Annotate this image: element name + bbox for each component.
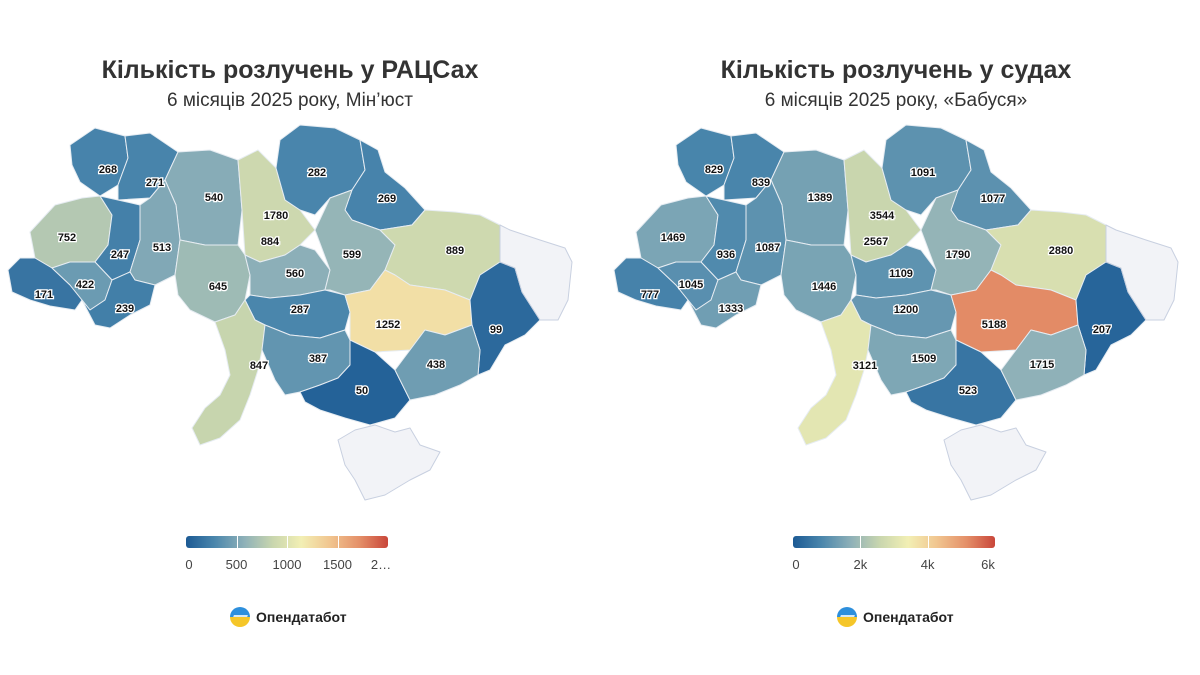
legend-ticks: 0 2k 4k 6k <box>792 557 995 573</box>
ukraine-map: 268 271 540 1780 884 282 269 752 247 513 645 171 422… <box>0 120 600 520</box>
region-odesa[interactable] <box>191 299 266 446</box>
region-value-label: 884 <box>261 236 280 248</box>
region-value-label: 282 <box>308 167 326 179</box>
chart-panel-registry: Кількість розлучень у РАЦСах 6 місяців 2… <box>0 0 600 675</box>
region-value-label: 50 <box>356 385 368 397</box>
region-vinnytsia[interactable] <box>780 239 857 323</box>
region-value-label: 171 <box>35 289 53 301</box>
region-value-label: 1109 <box>889 268 913 280</box>
region-value-label: 287 <box>291 304 309 316</box>
region-value-label: 1389 <box>808 192 832 204</box>
chart-subtitle: 6 місяців 2025 року, Мін’юст <box>167 90 413 111</box>
legend-tick-label: 6k <box>981 557 995 572</box>
map-svg: 268 271 540 1780 884 282 269 752 247 513 645 171 422… <box>7 124 573 501</box>
region-value-label: 438 <box>427 359 445 371</box>
legend-divider <box>860 536 862 548</box>
region-value-label: 387 <box>309 353 327 365</box>
region-value-label: 645 <box>209 281 227 293</box>
region-value-label: 523 <box>959 385 977 397</box>
region-chernivtsi[interactable] <box>687 271 762 329</box>
region-zaporizhzhia[interactable] <box>394 324 481 401</box>
region-value-label: 1780 <box>264 210 288 222</box>
chart-panel-courts: Кількість розлучень у судах 6 місяців 20… <box>606 0 1200 675</box>
region-value-label: 1077 <box>981 193 1005 205</box>
region-kyiv-oblast[interactable] <box>843 149 922 263</box>
region-value-label: 1509 <box>912 353 936 365</box>
legend-ticks: 0 500 1000 1500 2… <box>185 557 392 573</box>
region-value-label: 268 <box>99 164 117 176</box>
color-legend <box>186 536 388 548</box>
legend-tick-label: 1000 <box>272 557 302 572</box>
region-value-label: 3121 <box>853 360 877 372</box>
legend-tick-label: 2… <box>370 557 392 572</box>
region-value-label: 207 <box>1093 324 1111 336</box>
region-value-label: 239 <box>116 303 134 315</box>
region-value-label: 1790 <box>946 249 970 261</box>
region-crimea[interactable] <box>943 424 1047 501</box>
brand: Опендатабот <box>230 607 347 627</box>
region-chernivtsi[interactable] <box>81 271 156 329</box>
region-value-label: 1091 <box>911 167 935 179</box>
region-value-label: 599 <box>343 249 361 261</box>
region-value-label: 2567 <box>864 236 888 248</box>
region-value-label: 1045 <box>679 279 703 291</box>
region-luhansk[interactable] <box>499 224 573 321</box>
region-crimea[interactable] <box>337 424 441 501</box>
legend-tick-label: 0 <box>792 557 800 572</box>
legend-divider <box>927 536 929 548</box>
region-kyiv-oblast[interactable] <box>237 149 316 263</box>
region-value-label: 777 <box>641 289 659 301</box>
region-value-label: 271 <box>146 177 164 189</box>
map-svg: 829 839 1389 3544 2567 1091 1077 1469 936 1087 144… <box>613 124 1179 501</box>
region-value-label: 560 <box>286 268 304 280</box>
region-value-label: 752 <box>58 232 76 244</box>
region-zaporizhzhia[interactable] <box>1000 324 1087 401</box>
chart-title: Кількість розлучень у судах <box>720 56 1072 84</box>
chart-title: Кількість розлучень у РАЦСах <box>101 56 479 84</box>
legend-tick-label: 0 <box>185 557 193 572</box>
region-value-label: 247 <box>111 249 129 261</box>
region-value-label: 1252 <box>376 319 400 331</box>
region-value-label: 1333 <box>719 303 743 315</box>
color-legend <box>793 536 995 548</box>
region-value-label: 269 <box>378 193 396 205</box>
region-value-label: 889 <box>446 245 464 257</box>
region-value-label: 829 <box>705 164 723 176</box>
legend-divider <box>236 536 238 548</box>
brand: Опендатабот <box>837 607 954 627</box>
region-vinnytsia[interactable] <box>174 239 251 323</box>
region-odesa[interactable] <box>797 299 872 446</box>
region-value-label: 422 <box>76 279 94 291</box>
region-value-label: 1200 <box>894 304 918 316</box>
opendatabot-logo-icon <box>230 607 250 627</box>
region-value-label: 1446 <box>812 281 836 293</box>
brand-name: Опендатабот <box>256 609 347 625</box>
legend-tick-label: 2k <box>853 557 868 572</box>
region-luhansk[interactable] <box>1105 224 1179 321</box>
region-value-label: 513 <box>153 242 171 254</box>
chart-subtitle: 6 місяців 2025 року, «Бабуся» <box>764 90 1028 111</box>
region-value-label: 5188 <box>982 319 1006 331</box>
opendatabot-logo-icon <box>837 607 857 627</box>
region-value-label: 2880 <box>1049 245 1073 257</box>
region-value-label: 1469 <box>661 232 685 244</box>
region-value-label: 540 <box>205 192 223 204</box>
region-value-label: 99 <box>490 324 502 336</box>
legend-tick-label: 4k <box>920 557 935 572</box>
region-value-label: 1715 <box>1030 359 1054 371</box>
brand-name: Опендатабот <box>863 609 954 625</box>
legend-divider <box>337 536 339 548</box>
legend-tick-label: 1500 <box>323 557 352 572</box>
legend-tick-label: 500 <box>225 557 248 572</box>
ukraine-map: 829 839 1389 3544 2567 1091 1077 1469 936 1087 144… <box>606 120 1200 520</box>
region-value-label: 936 <box>717 249 735 261</box>
region-value-label: 839 <box>752 177 770 189</box>
region-value-label: 847 <box>250 360 268 372</box>
region-value-label: 3544 <box>870 210 895 222</box>
legend-divider <box>287 536 288 548</box>
region-value-label: 1087 <box>756 242 780 254</box>
